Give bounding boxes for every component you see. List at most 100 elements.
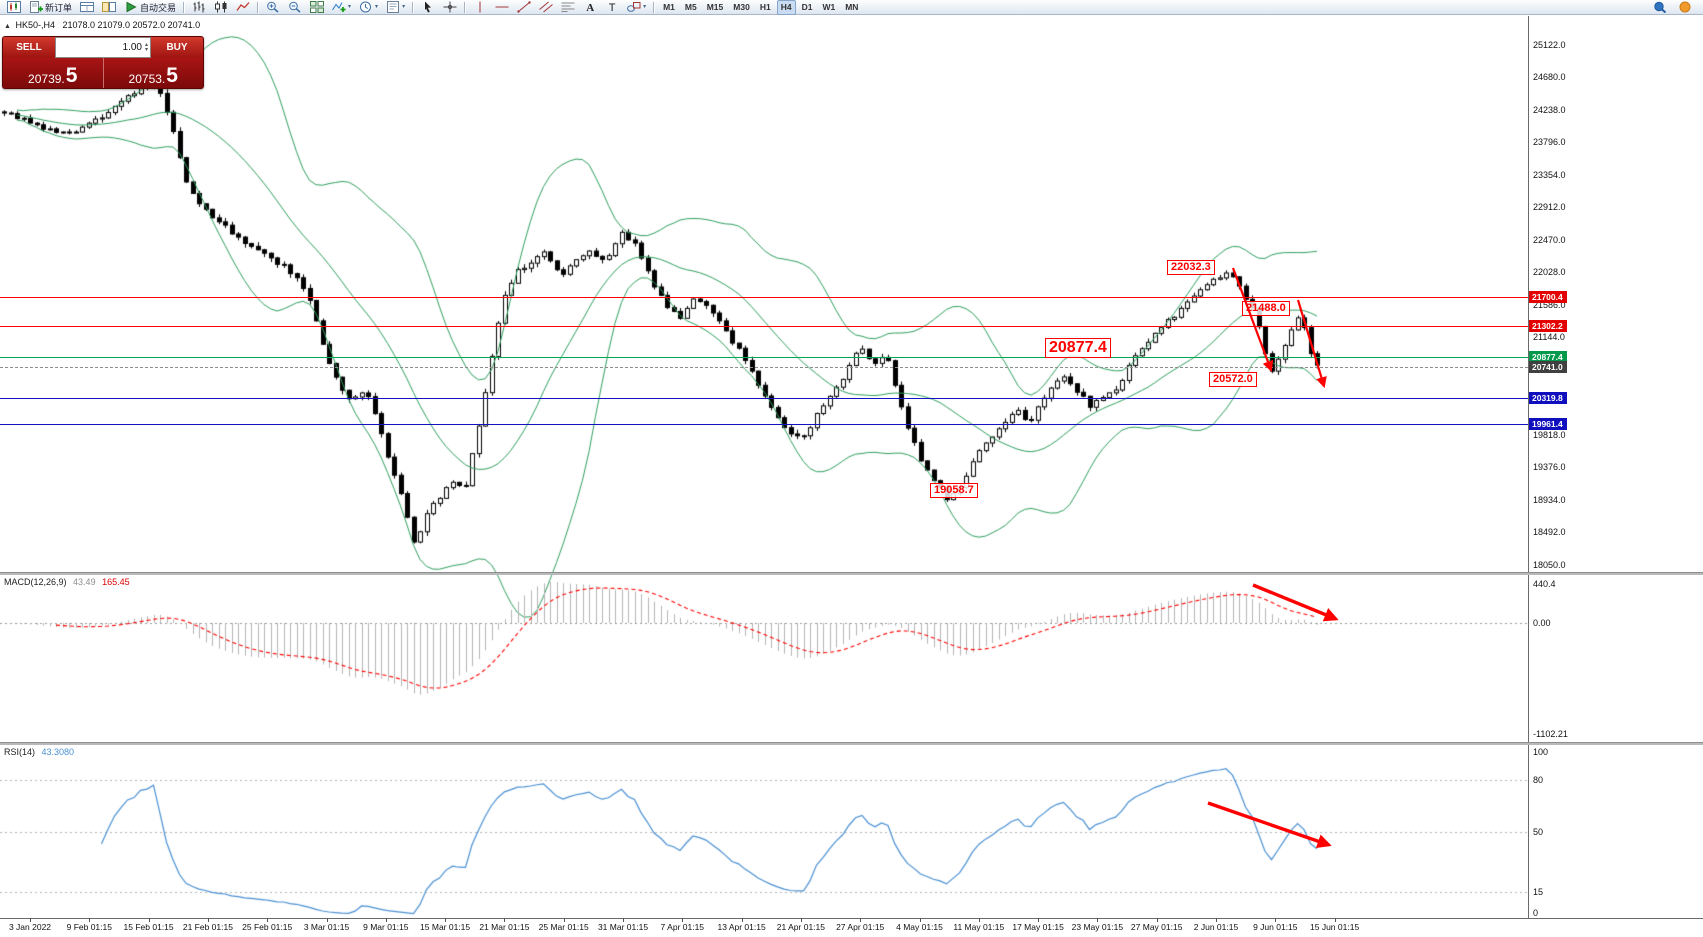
trendline-icon (517, 1, 531, 13)
line-chart-button[interactable] (233, 0, 253, 15)
price-level-line[interactable] (0, 424, 1528, 425)
play-icon (126, 1, 137, 13)
macd-name: MACD(12,26,9) (4, 577, 67, 587)
timeframe-m1-button[interactable]: M1 (663, 2, 675, 12)
trade-panel-prices: 20739. 5 20753. 5 (3, 58, 203, 88)
fibo-icon (561, 2, 575, 12)
timeframe-m15-button[interactable]: M15 (706, 2, 724, 12)
svg-text:T: T (609, 2, 616, 13)
rsi-panel-separator[interactable] (0, 742, 1703, 745)
notifications-button[interactable] (1675, 0, 1695, 15)
candles-icon (215, 1, 227, 13)
timeframe-toolbar: M1 M5 M15 M30 H1 H4 D1 W1 MN (658, 0, 863, 15)
time-axis-label: 21 Feb 01:15 (182, 922, 233, 932)
time-axis-tick (30, 918, 31, 922)
hline-icon (495, 6, 509, 8)
zoom-out-button[interactable] (285, 0, 305, 15)
time-axis-tick (1334, 918, 1336, 922)
timeframe-h1-button[interactable]: H1 (759, 2, 771, 12)
timeframe-w1-button[interactable]: W1 (822, 2, 836, 12)
stepper-down-icon[interactable]: ▾ (144, 46, 148, 53)
price-annotation[interactable]: 22032.3 (1167, 260, 1215, 275)
auto-trading-button-label: 自动交易 (140, 2, 177, 13)
price-annotation[interactable]: 20572.0 (1209, 372, 1257, 387)
chart-symbol-header: ▲ HK50-,H4 21078.0 21079.0 20572.0 20741… (4, 20, 200, 30)
price-axis-label: 25122.0 (1533, 40, 1566, 50)
timeframe-h4-button[interactable]: H4 (776, 0, 796, 15)
chartwin-icon (7, 1, 21, 13)
timeframe-mn-button[interactable]: MN (845, 2, 859, 12)
auto-trading-button[interactable]: 自动交易 (121, 0, 179, 15)
indicator-icon (332, 2, 346, 12)
new-chart-button[interactable] (4, 0, 24, 15)
navigator-button[interactable] (99, 0, 119, 15)
text-label-button[interactable]: T (602, 0, 622, 15)
price-level-line[interactable] (0, 357, 1528, 358)
text-button[interactable]: A (580, 0, 600, 15)
time-axis-line[interactable] (0, 918, 1703, 919)
time-axis-tick (623, 918, 624, 922)
price-axis-label: 18050.0 (1533, 560, 1566, 570)
time-axis-label: 23 May 01:15 (1071, 922, 1124, 932)
trendline-button[interactable] (514, 0, 534, 15)
horizontal-line-button[interactable] (492, 0, 512, 15)
equidistant-channel-button[interactable] (536, 0, 556, 15)
price-annotation[interactable]: 19058.7 (930, 483, 978, 498)
time-axis-label: 21 Mar 01:15 (479, 922, 530, 932)
price-axis-line[interactable] (1528, 16, 1529, 918)
price-level-line[interactable] (0, 398, 1528, 399)
price-level-line[interactable] (0, 297, 1528, 298)
price-level-line[interactable] (0, 326, 1528, 327)
fibonacci-button[interactable] (558, 0, 578, 15)
labelT-icon: T (609, 2, 616, 13)
time-axis-tick (1156, 918, 1158, 922)
price-annotation[interactable]: 20877.4 (1045, 338, 1111, 358)
templates-button[interactable]: ▾ (383, 0, 408, 15)
vline-icon (479, 1, 481, 13)
buy-price-main: 20753. (128, 72, 166, 86)
tile-windows-button[interactable] (307, 0, 327, 15)
toolbar-separator (183, 1, 186, 13)
sell-button[interactable]: SELL (3, 37, 55, 58)
buy-button[interactable]: BUY (151, 37, 203, 58)
stepper-up-icon[interactable]: ▴ (144, 41, 148, 48)
template-icon (387, 1, 400, 13)
shapes-icon (627, 2, 641, 12)
rsi-axis-label: 0 (1533, 908, 1539, 918)
datawin-icon (80, 2, 95, 12)
svg-text:A: A (586, 2, 594, 13)
crosshair-button[interactable] (440, 0, 460, 15)
timeframe-m30-button[interactable]: M30 (733, 2, 750, 12)
sell-price-main: 20739. (28, 72, 65, 86)
periods-button[interactable]: ▾ (356, 0, 381, 15)
vertical-line-button[interactable] (470, 0, 490, 15)
shapes-button[interactable]: ▾ (624, 0, 649, 15)
sell-price-display[interactable]: 20739. 5 (3, 58, 104, 88)
price-axis-label: 18934.0 (1533, 495, 1566, 505)
bar-chart-button[interactable] (189, 0, 209, 15)
new-order-button[interactable]: 新订单 (26, 0, 75, 15)
toolbar-separator (412, 1, 415, 13)
timeframe-d1-button[interactable]: D1 (801, 2, 813, 12)
crosshair-icon (443, 1, 457, 13)
buy-price-display[interactable]: 20753. 5 (104, 58, 204, 88)
toolbar-right-icons (1649, 0, 1700, 15)
indicators-button[interactable]: ▾ (329, 0, 354, 15)
macd-panel-separator[interactable] (0, 572, 1703, 575)
community-search-button[interactable] (1650, 0, 1670, 15)
time-axis-label: 9 Feb 01:15 (66, 922, 112, 932)
lot-stepper[interactable]: ▴ ▾ (144, 41, 148, 53)
time-axis-label: 15 Mar 01:15 (420, 922, 471, 932)
price-annotation[interactable]: 21488.0 (1242, 301, 1290, 316)
timeframe-m5-button[interactable]: M5 (684, 2, 697, 12)
lot-size-field[interactable]: 1.00 ▴ ▾ (55, 37, 151, 58)
time-axis-tick (1275, 918, 1277, 922)
pageplus-icon (30, 1, 43, 13)
candlestick-chart-button[interactable] (211, 0, 231, 15)
data-window-button[interactable] (77, 0, 97, 15)
cursor-button[interactable] (418, 0, 438, 15)
price-level-line[interactable] (0, 367, 1528, 368)
symbol-ohlc-values: 21078.0 21079.0 20572.0 20741.0 (62, 20, 201, 30)
zoom-in-button[interactable] (263, 0, 283, 15)
